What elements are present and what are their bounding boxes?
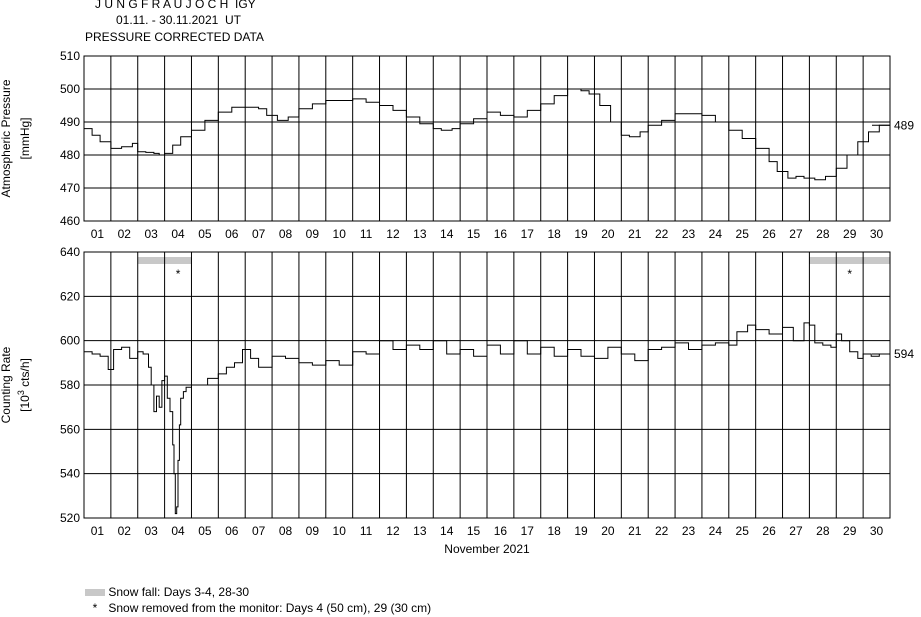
counting-x-tick-label: 22 (655, 524, 669, 538)
pressure-y-axis-title: Atmospheric Pressure (0, 79, 13, 197)
pressure-x-tick-label: 30 (870, 227, 884, 241)
pressure-x-tick-label: 01 (91, 227, 105, 241)
counting-x-tick-label: 24 (709, 524, 723, 538)
pressure-x-tick-label: 20 (601, 227, 615, 241)
pressure-x-tick-label: 15 (467, 227, 481, 241)
counting-x-tick-label: 08 (279, 524, 293, 538)
pressure-x-tick-label: 02 (118, 227, 132, 241)
pressure-x-tick-label: 13 (413, 227, 427, 241)
counting-y-tick-label: 620 (60, 289, 80, 303)
station-title: J U N G F R A U J O C H IGY (95, 0, 256, 11)
pressure-x-tick-label: 03 (144, 227, 158, 241)
counting-x-tick-label: 20 (601, 524, 615, 538)
counting-x-tick-label: 07 (252, 524, 266, 538)
counting-x-tick-label: 21 (628, 524, 642, 538)
pressure-y-axis-unit: [mmHg] (18, 118, 32, 160)
counting-series-line-1 (84, 322, 890, 515)
pressure-y-tick-label: 460 (60, 214, 80, 228)
asterisk-icon: * (92, 601, 98, 615)
pressure-x-tick-label: 18 (547, 227, 561, 241)
legend-snow-fall: Snow fall: Days 3-4, 28-30 (85, 585, 249, 599)
pressure-x-tick-label: 22 (655, 227, 669, 241)
counting-x-tick-label: 06 (225, 524, 239, 538)
counting-x-axis-title: November 2021 (444, 542, 530, 556)
counting-x-tick-label: 15 (467, 524, 481, 538)
counting-snow-fall-bar-2 (809, 257, 890, 264)
pressure-x-tick-label: 17 (521, 227, 535, 241)
pressure-x-tick-label: 19 (574, 227, 588, 241)
pressure-x-tick-label: 24 (709, 227, 723, 241)
pressure-x-tick-label: 25 (736, 227, 750, 241)
counting-x-tick-label: 09 (306, 524, 320, 538)
counting-x-tick-label: 18 (547, 524, 561, 538)
pressure-x-tick-label: 23 (682, 227, 696, 241)
counting-x-tick-label: 27 (789, 524, 803, 538)
counting-snow-removed-mark: * (847, 267, 852, 281)
counting-frame (83, 251, 891, 519)
counting-x-tick-label: 28 (816, 524, 830, 538)
pressure-y-tick-label: 480 (60, 148, 80, 162)
pressure-x-tick-label: 04 (171, 227, 185, 241)
counting-y-tick-label: 640 (60, 245, 80, 259)
counting-x-tick-label: 26 (762, 524, 776, 538)
counting-x-tick-label: 04 (171, 524, 185, 538)
counting-x-tick-label: 10 (333, 524, 347, 538)
pressure-frame (83, 55, 891, 222)
counting-x-tick-label: 13 (413, 524, 427, 538)
pressure-x-tick-label: 10 (333, 227, 347, 241)
counting-x-tick-label: 03 (144, 524, 158, 538)
counting-x-tick-label: 14 (440, 524, 454, 538)
counting-x-tick-label: 19 (574, 524, 588, 538)
counting-x-tick-label: 02 (118, 524, 132, 538)
pressure-x-tick-label: 27 (789, 227, 803, 241)
counting-x-tick-label: 17 (521, 524, 535, 538)
pressure-x-tick-label: 11 (360, 227, 373, 241)
counting-y-tick-label: 560 (60, 422, 80, 436)
pressure-x-tick-label: 05 (198, 227, 212, 241)
counting-x-tick-label: 30 (870, 524, 884, 538)
counting-x-tick-label: 11 (360, 524, 373, 538)
pressure-x-tick-label: 28 (816, 227, 830, 241)
snow-removed-label: Snow removed from the monitor: Days 4 (5… (108, 601, 432, 615)
counting-y-axis-title: Counting Rate (0, 346, 13, 423)
counting-x-tick-label: 23 (682, 524, 696, 538)
counting-x-tick-label: 25 (736, 524, 750, 538)
pressure-x-tick-label: 26 (762, 227, 776, 241)
counting-y-tick-label: 520 (60, 511, 80, 525)
snow-fall-label: Snow fall: Days 3-4, 28-30 (108, 585, 250, 599)
pressure-series-line-1 (84, 88, 890, 181)
counting-y-axis-unit: [103 cts/h] (16, 358, 32, 412)
pressure-y-tick-label: 500 (60, 82, 80, 96)
counting-y-tick-label: 540 (60, 467, 80, 481)
pressure-x-tick-label: 07 (252, 227, 266, 241)
pressure-x-tick-label: 29 (843, 227, 857, 241)
pressure-y-tick-label: 470 (60, 181, 80, 195)
pressure-y-tick-label: 510 (60, 49, 80, 63)
period-label: 01.11. - 30.11.2021 UT (116, 13, 241, 27)
snow-fall-swatch (85, 589, 105, 597)
counting-reference-label: 594 (894, 347, 914, 361)
pressure-x-tick-label: 16 (494, 227, 508, 241)
legend-snow-removed: * Snow removed from the monitor: Days 4 … (85, 601, 431, 615)
counting-y-tick-label: 600 (60, 334, 80, 348)
counting-y-tick-label: 580 (60, 378, 80, 392)
counting-snow-removed-mark: * (176, 267, 181, 281)
counting-x-tick-label: 05 (198, 524, 212, 538)
chart-subtitle: PRESSURE CORRECTED DATA (85, 30, 264, 44)
pressure-reference-label: 489 (894, 118, 914, 132)
pressure-x-tick-label: 06 (225, 227, 239, 241)
counting-x-tick-label: 01 (91, 524, 105, 538)
pressure-x-tick-label: 14 (440, 227, 454, 241)
counting-x-tick-label: 29 (843, 524, 857, 538)
counting-x-tick-label: 16 (494, 524, 508, 538)
pressure-x-tick-label: 12 (386, 227, 400, 241)
pressure-x-tick-label: 08 (279, 227, 293, 241)
counting-x-tick-label: 12 (386, 524, 400, 538)
pressure-x-tick-label: 21 (628, 227, 642, 241)
pressure-x-tick-label: 09 (306, 227, 320, 241)
pressure-y-tick-label: 490 (60, 115, 80, 129)
